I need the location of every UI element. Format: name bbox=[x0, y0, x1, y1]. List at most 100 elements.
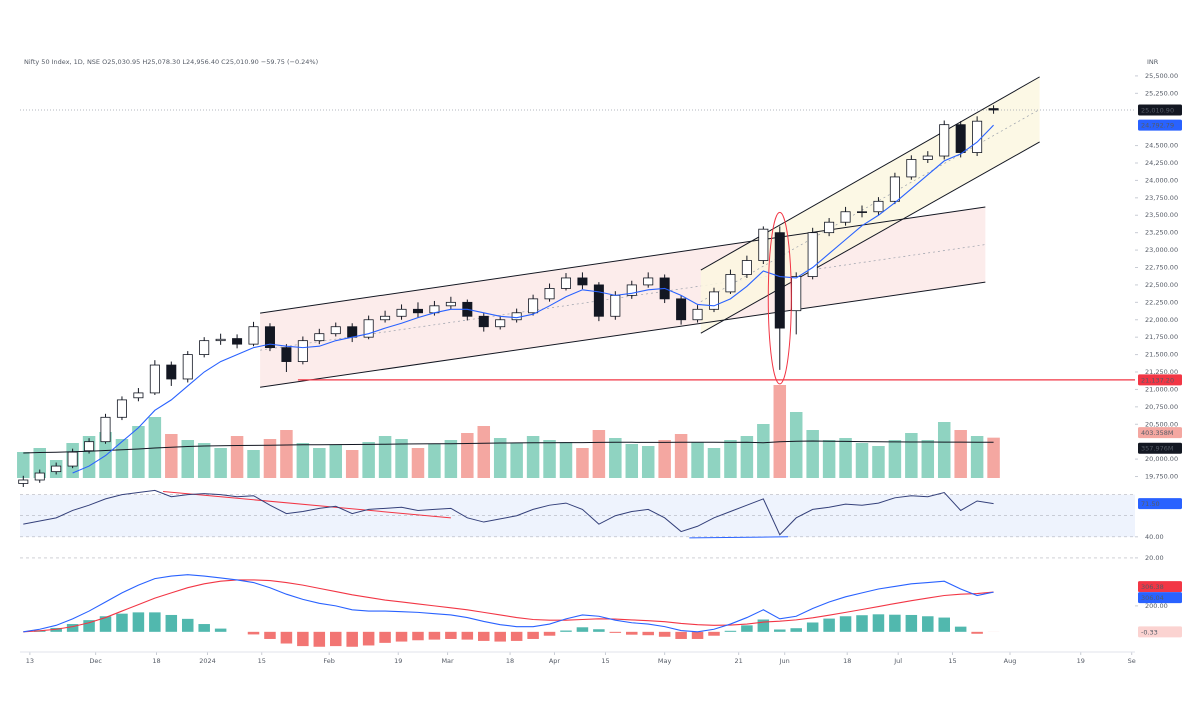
volume-bar bbox=[806, 430, 819, 478]
y-tick-label: 20,000.00 bbox=[1145, 455, 1178, 463]
histogram-bar bbox=[593, 629, 605, 632]
volume-bar bbox=[280, 430, 293, 478]
candle-body bbox=[988, 108, 999, 111]
histogram-bar bbox=[198, 624, 210, 632]
channel-fill bbox=[700, 76, 1040, 334]
x-tick-label: 21 bbox=[735, 657, 743, 665]
x-tick-label: Jun bbox=[779, 657, 790, 665]
histogram-bar bbox=[889, 614, 901, 632]
candle-body bbox=[972, 120, 983, 153]
price-label-box bbox=[1138, 592, 1182, 604]
volume-bar bbox=[510, 443, 523, 478]
volume-bar bbox=[839, 438, 852, 478]
histogram-bar bbox=[774, 629, 786, 632]
histogram-bar bbox=[412, 631, 424, 641]
histogram-bar bbox=[116, 613, 128, 632]
histogram-bar bbox=[806, 622, 819, 632]
histogram-bar bbox=[66, 624, 79, 632]
channel-mid bbox=[260, 244, 986, 351]
x-tick-label: 18 bbox=[152, 657, 160, 665]
candle-body bbox=[873, 200, 884, 213]
histogram-bar bbox=[856, 615, 868, 632]
candle-body bbox=[741, 260, 752, 275]
volume-bar bbox=[263, 439, 277, 478]
candle-body bbox=[347, 326, 358, 338]
histogram-bar bbox=[494, 631, 506, 642]
histogram-bar bbox=[642, 631, 654, 636]
histogram-bar bbox=[741, 625, 753, 632]
y-tick-label: 20,500.00 bbox=[1145, 420, 1178, 428]
volume-bar bbox=[543, 440, 556, 478]
volume-bar bbox=[362, 442, 375, 478]
volume-bar bbox=[641, 446, 655, 478]
x-tick-label: Mar bbox=[441, 657, 454, 665]
x-tick-label: 18 bbox=[843, 657, 851, 665]
price-label: 306.04 bbox=[1141, 594, 1164, 602]
moving-average bbox=[72, 124, 994, 474]
y-tick-label: 23,250.00 bbox=[1145, 229, 1178, 237]
y-tick-label: 23,750.00 bbox=[1145, 194, 1178, 202]
macd-line bbox=[23, 574, 994, 633]
volume-bar bbox=[197, 443, 211, 478]
candle-body bbox=[610, 294, 621, 317]
y-tick-label: 21,750.00 bbox=[1145, 333, 1178, 341]
volume-bar bbox=[905, 433, 918, 478]
histogram-bar bbox=[790, 628, 802, 632]
volume-bar bbox=[132, 426, 145, 478]
y-tick-label: 21,000.00 bbox=[1145, 385, 1178, 393]
price-label: 403.358M bbox=[1141, 429, 1174, 437]
volume-bar bbox=[954, 430, 967, 478]
histogram-bar bbox=[445, 631, 457, 639]
histogram-bar bbox=[626, 631, 638, 635]
price-label: 357.976M bbox=[1141, 445, 1174, 453]
histogram-bar bbox=[543, 631, 556, 636]
price-label-box bbox=[1138, 427, 1182, 439]
candle-body bbox=[297, 340, 308, 362]
volume-bar bbox=[345, 450, 359, 478]
candle-body bbox=[314, 333, 325, 342]
y-tick-label: 22,500.00 bbox=[1145, 281, 1178, 289]
rsi-band bbox=[20, 494, 1135, 537]
histogram-bar bbox=[395, 631, 408, 642]
volume-bar bbox=[428, 444, 441, 478]
volume-bar bbox=[872, 446, 885, 478]
volume-bar bbox=[921, 440, 935, 478]
x-tick-label: Apr bbox=[549, 657, 561, 665]
candle-body bbox=[511, 312, 522, 321]
candle-body bbox=[199, 340, 210, 355]
candle-body bbox=[264, 326, 275, 349]
histogram-bar bbox=[362, 631, 375, 646]
volume-bar bbox=[329, 445, 343, 478]
x-tick-label: May bbox=[658, 657, 672, 665]
x-tick-label: Feb bbox=[323, 657, 335, 665]
candle-body bbox=[906, 159, 917, 178]
volume-bar bbox=[444, 440, 458, 478]
y-tick-label: 25,500.00 bbox=[1145, 72, 1178, 80]
candle-body bbox=[840, 211, 851, 223]
candle-body bbox=[939, 124, 950, 157]
histogram-bar bbox=[823, 618, 835, 632]
price-label-box bbox=[1138, 498, 1182, 510]
histogram-bar bbox=[214, 628, 227, 632]
y-tick-label: 21,500.00 bbox=[1145, 351, 1178, 359]
candle-body bbox=[643, 277, 654, 286]
fills bbox=[17, 76, 1135, 537]
histogram-bar bbox=[658, 631, 671, 637]
histogram-bar bbox=[99, 616, 112, 632]
histogram-bar bbox=[954, 626, 967, 632]
volume-bar bbox=[707, 448, 721, 478]
volume-bar bbox=[378, 436, 392, 478]
candle-body bbox=[100, 416, 111, 443]
candle-body bbox=[18, 479, 29, 484]
volume-bar bbox=[477, 426, 491, 478]
price-label: 25,010.90 bbox=[1141, 106, 1174, 114]
price-label-box bbox=[1138, 581, 1182, 593]
candle-body bbox=[692, 308, 703, 321]
volume-bar bbox=[559, 442, 573, 478]
histogram-bar bbox=[83, 620, 95, 632]
histogram-bar bbox=[478, 631, 490, 641]
candle-body bbox=[758, 228, 769, 261]
candle-body bbox=[281, 347, 292, 362]
x-tick-label: 2024 bbox=[199, 657, 216, 665]
candle-body bbox=[445, 301, 456, 307]
